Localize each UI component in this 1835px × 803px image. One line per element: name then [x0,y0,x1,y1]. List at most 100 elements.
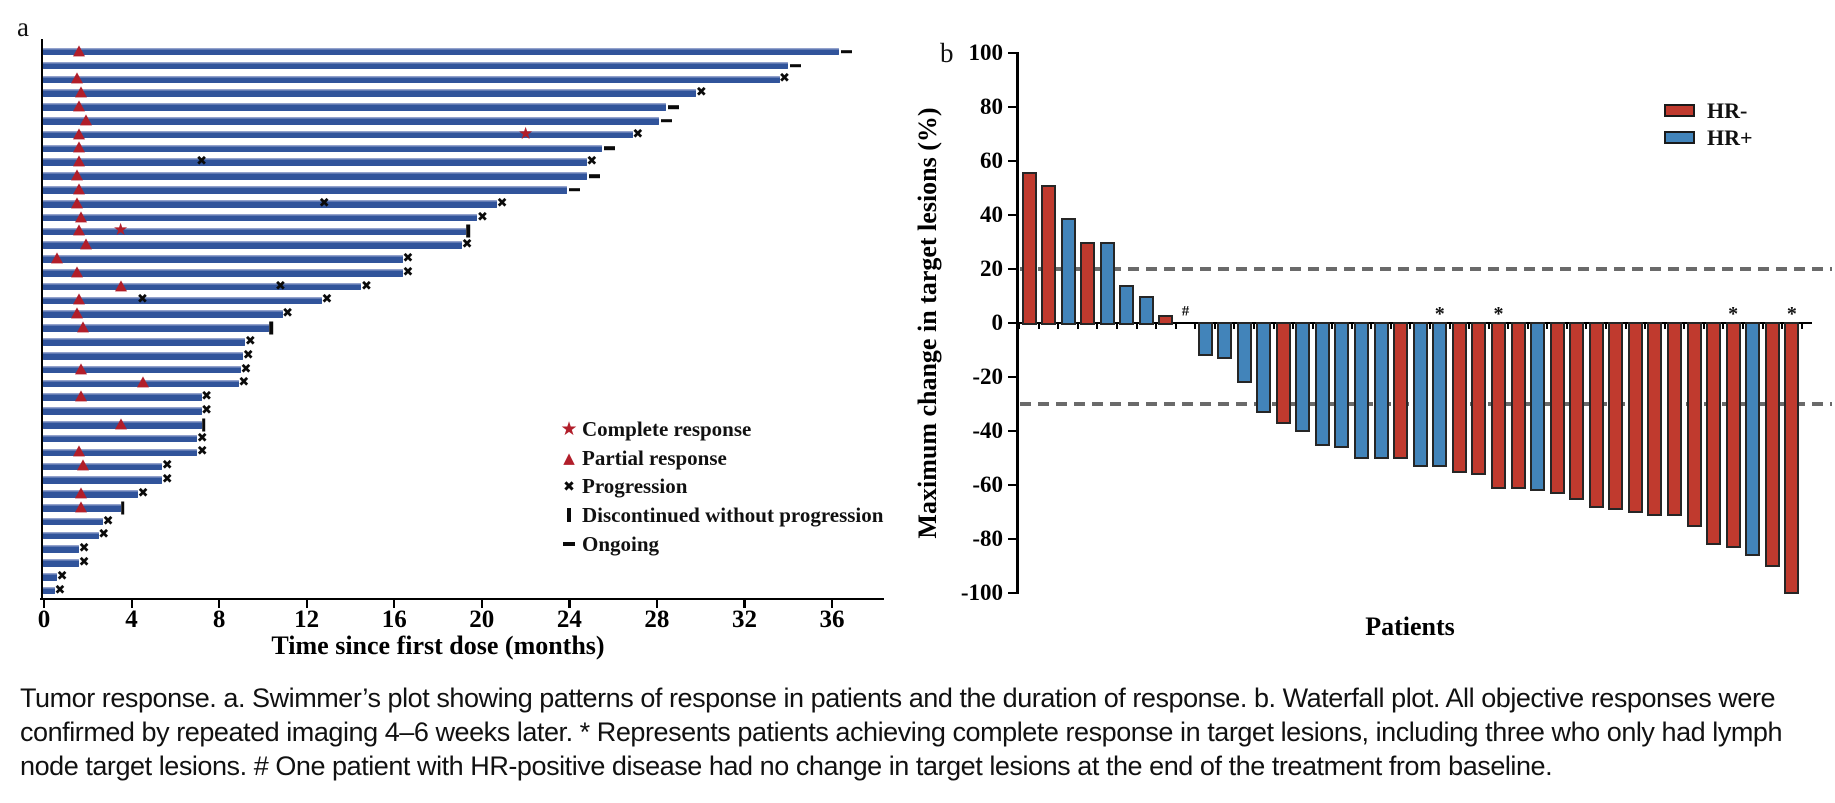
partial-response-triangle-icon: ▲ [563,449,575,468]
waterfall-x-tick [1057,324,1060,329]
waterfall-bar [1471,322,1487,476]
progression-x-icon: ✖ [321,292,333,308]
swimmer-bar [43,269,403,277]
waterfall-bar [1119,285,1135,325]
partial-response-triangle-icon [73,141,86,153]
ongoing-dash-icon [661,119,673,123]
swimmer-bar [43,130,633,139]
waterfall-x-tick [1468,324,1471,329]
legend-item-discontinued: Discontinued without progression [556,501,883,530]
partial-response-triangle-icon [79,114,92,126]
waterfall-bar [1314,322,1330,446]
waterfall-x-tick [1487,324,1490,329]
swimmer-x-tick [43,600,46,608]
waterfall-x-tick [1174,324,1177,329]
waterfall-x-tick [1018,324,1021,329]
waterfall-y-tick-label: -40 [972,418,1003,443]
waterfall-y-tick-label: -60 [972,472,1003,497]
swimmer-bar [43,47,839,56]
progression-x-icon: ✖ [201,389,213,405]
progression-x-icon: ✖ [779,71,790,87]
waterfall-y-tick [1008,321,1016,325]
partial-response-triangle-icon [114,280,127,292]
progression-x-icon: ✖ [137,486,149,502]
swimmer-bar [43,227,467,236]
progression-x-icon: ✖ [102,513,114,529]
waterfall-x-tick [1135,324,1138,329]
partial-response-triangle-icon [79,238,92,250]
waterfall-bar [1530,322,1546,492]
caption-line: node target lesions. # One patient with … [20,751,1553,781]
swimmer-x-tick-label: 12 [294,606,320,633]
partial-response-triangle-icon [75,487,88,499]
partial-response-triangle-icon [73,128,86,140]
swimmer-bar [43,75,780,84]
swimmer-bar [43,476,163,484]
progression-x-icon: ✖ [318,195,330,211]
partial-response-triangle-icon [73,155,86,167]
ongoing-dash-icon [569,188,581,192]
progression-x-icon: ✖ [78,541,90,557]
swimmer-bar [43,490,139,498]
swimmer-bar [43,89,697,97]
legend-item-hr-positive: HR+ [1664,124,1753,151]
waterfall-y-tick [1008,429,1016,433]
swimmer-bar [43,324,270,332]
waterfall-x-tick [1546,324,1549,329]
complete-response-asterisk-annotation: * [1434,303,1445,325]
swimmer-bar [43,296,322,305]
caption-line: confirmed by repeated imaging 4–6 weeks … [20,717,1783,747]
waterfall-x-tick [1213,324,1216,329]
waterfall-y-tick-label: 40 [980,202,1003,227]
partial-response-triangle-icon [70,72,83,84]
waterfall-x-tick [1370,324,1373,329]
complete-response-star-icon: ★ [112,220,129,241]
reference-dashed-line [1020,267,1832,271]
ongoing-dash-icon [840,49,852,54]
swimmer-x-tick-label: 8 [212,606,226,633]
waterfall-x-tick [1702,324,1705,329]
partial-response-triangle-icon [70,169,83,181]
progression-x-icon: ✖ [461,237,473,253]
swimmer-x-tick-label: 32 [731,606,757,633]
waterfall-y-tick-label: 20 [980,256,1003,281]
waterfall-x-tick [1644,324,1647,329]
waterfall-y-tick [1008,483,1016,487]
swimmer-bar [43,338,246,346]
waterfall-bar [1451,322,1467,473]
progression-x-icon: ✖ [402,265,414,281]
progression-x-icon: ✖ [240,361,252,377]
waterfall-bar [1432,322,1448,468]
waterfall-x-tick [1781,324,1784,329]
waterfall-x-tick [1800,324,1803,329]
progression-x-icon: ✖ [282,306,294,322]
waterfall-x-tick [1252,324,1255,329]
swimmer-bar [43,144,603,153]
waterfall-x-tick [1663,324,1666,329]
swimmer-x-tick [130,600,133,608]
complete-response-star-icon: ★ [517,123,534,144]
partial-response-triangle-icon [73,224,86,236]
waterfall-x-tick [1233,324,1236,329]
waterfall-x-tick [1722,324,1725,329]
waterfall-bar [1158,314,1174,325]
progression-x-icon: ✖ [201,403,213,419]
swimmer-bar [43,186,568,194]
swimmer-x-tick-label: 36 [819,606,845,633]
swimmer-bar [43,282,362,291]
progression-x-icon: ✖ [161,458,173,474]
waterfall-bar [1256,322,1272,414]
progression-x-icon: ✖ [632,126,644,142]
progression-x-icon: ✖ [98,527,110,543]
waterfall-bar [1784,322,1800,594]
waterfall-bar [1080,242,1096,325]
waterfall-bar [1138,296,1154,325]
waterfall-bar [1275,322,1291,424]
progression-x-icon: ✖ [196,444,208,460]
complete-response-asterisk-annotation: * [1728,303,1739,325]
ongoing-dash-icon [588,174,600,178]
waterfall-x-tick [1116,324,1119,329]
discontinued-bar-icon [120,501,125,515]
discontinued-bar-icon [556,508,582,523]
